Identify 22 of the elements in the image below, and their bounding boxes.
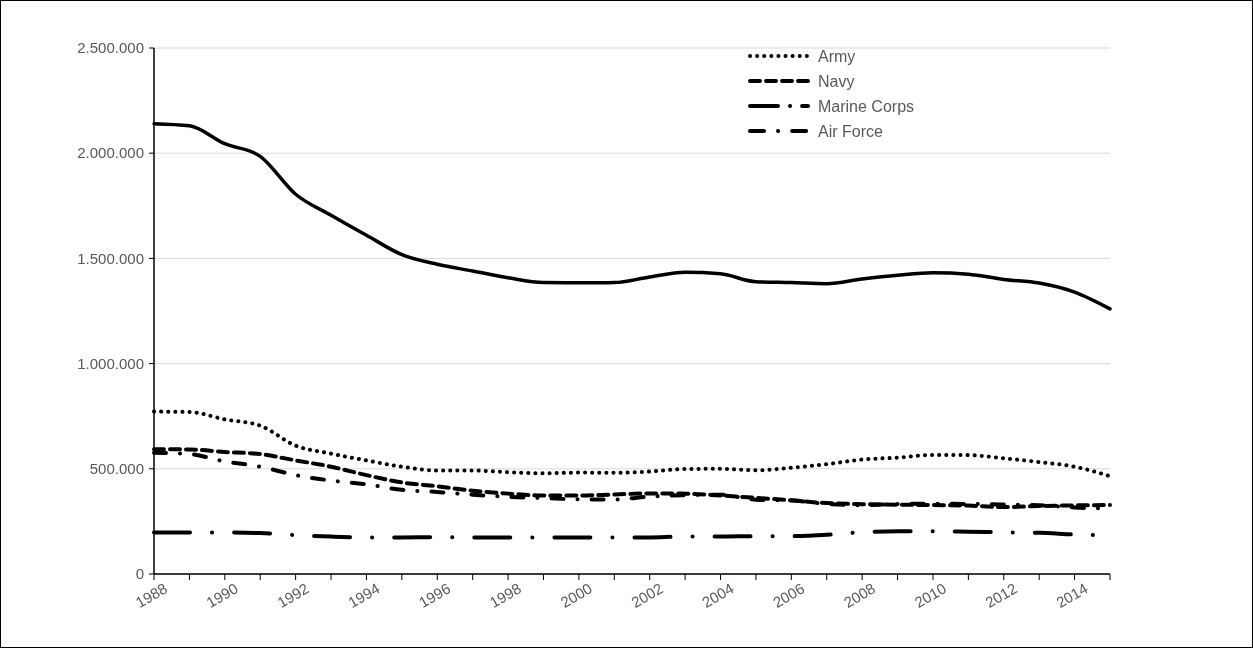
x-tick-label: 2006 <box>769 579 808 611</box>
x-tick-label: 1990 <box>203 579 241 611</box>
x-tick-label: 1998 <box>486 579 525 611</box>
y-tick-label: 2.500.000 <box>77 39 144 57</box>
y-tick-label: 1.500.000 <box>77 249 144 267</box>
x-tick-label: 1996 <box>415 579 454 611</box>
legend-label: Navy <box>818 72 855 90</box>
x-tick-label: 1994 <box>344 579 383 611</box>
x-tick-label: 2008 <box>840 579 879 611</box>
x-tick-label: 2000 <box>557 579 595 611</box>
y-tick-label: 500.000 <box>89 460 144 478</box>
y-tick-label: 1.000.000 <box>77 354 144 372</box>
y-tick-label: 2.000.000 <box>77 144 144 162</box>
legend-label: Air Force <box>818 122 883 140</box>
x-tick-label: 2014 <box>1053 579 1091 611</box>
legend-label: Marine Corps <box>818 97 915 115</box>
legend-label: Army <box>818 47 856 65</box>
x-tick-label: 2002 <box>628 579 666 611</box>
x-tick-label: 2012 <box>982 579 1020 611</box>
x-tick-label: 1992 <box>274 579 312 611</box>
x-tick-label: 2004 <box>699 579 737 611</box>
x-tick-label: 2010 <box>911 579 949 611</box>
